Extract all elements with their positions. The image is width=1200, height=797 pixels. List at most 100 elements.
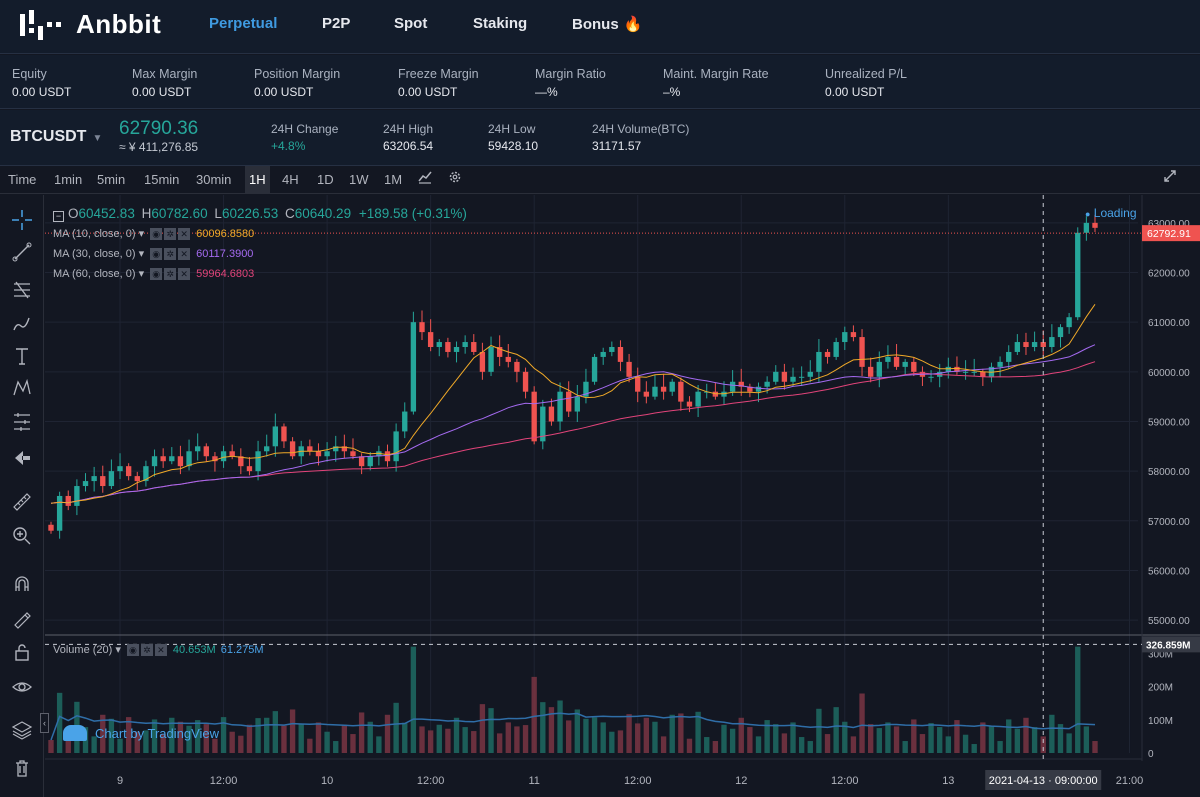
legend-high: 60782.60 <box>151 206 208 221</box>
timeframe-5min[interactable]: 5min <box>97 172 126 187</box>
last-price-tag <box>1142 225 1200 242</box>
settings-gear-icon[interactable] <box>444 166 466 194</box>
time-tick-label: 10 <box>321 775 333 787</box>
ma60-legend[interactable]: MA (60, close, 0) ▾ ◉ ✲ ✕ 59964.6803 <box>53 267 254 281</box>
ma60-actions[interactable]: ◉ ✲ ✕ <box>150 268 192 281</box>
trend-line-icon[interactable] <box>10 241 34 265</box>
candle-body <box>540 406 546 442</box>
symbol-selector[interactable]: BTCUSDT ▼ <box>10 128 102 146</box>
close-icon[interactable]: ✕ <box>178 248 191 261</box>
magnet-icon[interactable] <box>10 573 34 597</box>
candle-body <box>350 451 356 457</box>
chart-style-icon[interactable] <box>414 166 436 194</box>
tradingview-cloud-icon <box>63 725 87 741</box>
volume-bar <box>574 709 580 753</box>
timeframe-time[interactable]: Time <box>8 172 37 187</box>
candle-body <box>419 322 425 333</box>
volume-bar <box>591 717 598 753</box>
text-tool-icon[interactable] <box>10 345 34 369</box>
legend-toggle-icon[interactable]: − <box>53 211 64 222</box>
brand-logo[interactable]: Anbbit <box>18 8 161 40</box>
ruler-icon[interactable] <box>10 491 34 515</box>
nav-p2p[interactable]: P2P <box>322 15 351 32</box>
layers-icon[interactable] <box>10 719 34 743</box>
eye-icon[interactable] <box>10 676 34 700</box>
eye-icon[interactable]: ◉ <box>150 228 163 241</box>
gear-icon[interactable]: ✲ <box>164 228 177 241</box>
timeframe-15min[interactable]: 15min <box>144 172 180 187</box>
candle-body <box>462 342 468 347</box>
volume-bar <box>195 720 201 753</box>
nav-spot[interactable]: Spot <box>394 15 428 32</box>
chart-area[interactable]: 63000.00 62000.00 61000.00 60000.00 59000.00… <box>40 195 1200 797</box>
lock-icon[interactable] <box>10 641 34 665</box>
caret-down-icon[interactable]: ▾ <box>135 248 145 260</box>
caret-down-icon[interactable]: ▾ <box>112 644 121 656</box>
volume-bar <box>341 724 348 753</box>
timeframe-1h[interactable]: 1H <box>245 166 270 194</box>
close-icon[interactable]: ✕ <box>154 644 167 657</box>
price-chart-canvas[interactable]: 63000.00 62000.00 61000.00 60000.00 59000.00… <box>45 195 1200 797</box>
volume-bar <box>358 712 365 753</box>
fullscreen-icon[interactable] <box>1158 166 1182 194</box>
timeframe-1m[interactable]: 1M <box>384 172 403 187</box>
volume-bar <box>798 737 805 753</box>
close-icon[interactable]: ✕ <box>178 268 191 281</box>
volume-actions[interactable]: ◉ ✲ ✕ <box>126 644 169 657</box>
volume-bar <box>790 722 796 753</box>
candle-body <box>281 426 287 442</box>
price-tick-label: 55000.00 <box>1148 616 1190 627</box>
gear-icon[interactable]: ✲ <box>164 268 177 281</box>
timeframe-1d[interactable]: 1D <box>317 172 334 187</box>
eye-icon[interactable]: ◉ <box>150 268 163 281</box>
volume-bar <box>566 720 572 753</box>
timeframe-4h[interactable]: 4H <box>282 172 299 187</box>
stat-24h-volume-label: 24H Volume(BTC) <box>592 122 690 136</box>
volume-bar <box>384 714 391 753</box>
stat-24h-change-label: 24H Change <box>271 122 339 136</box>
account-equity-label: Equity <box>12 67 47 81</box>
ma30-actions[interactable]: ◉ ✲ ✕ <box>150 248 192 261</box>
tradingview-badge[interactable]: Chart by TradingView <box>63 725 219 741</box>
nav-bonus[interactable]: Bonus 🔥 <box>572 15 642 33</box>
volume-legend[interactable]: Volume (20) ▾ ◉ ✲ ✕ 40.653M 61.275M <box>53 643 264 657</box>
crosshair-time-tag-label: 2021-04-13 · 09:00:00 <box>989 775 1098 787</box>
volume-bar <box>1023 717 1029 753</box>
crosshair-icon[interactable] <box>10 209 34 233</box>
zoom-in-icon[interactable] <box>10 525 34 549</box>
candle-body <box>652 386 658 397</box>
brush-icon[interactable] <box>10 312 34 336</box>
timeframe-30min[interactable]: 30min <box>196 172 232 187</box>
candle-body <box>134 476 140 482</box>
ma10-legend[interactable]: MA (10, close, 0) ▾ ◉ ✲ ✕ 60096.8580 <box>53 227 254 241</box>
volume-bar <box>350 734 356 753</box>
eye-icon[interactable]: ◉ <box>150 248 163 261</box>
candle-body <box>324 451 330 457</box>
candle-body <box>531 391 537 442</box>
timeframe-1w[interactable]: 1W <box>349 172 369 187</box>
close-icon[interactable]: ✕ <box>178 228 191 241</box>
pattern-icon[interactable] <box>10 377 34 401</box>
gear-icon[interactable]: ✲ <box>140 644 153 657</box>
caret-down-icon[interactable]: ▾ <box>135 268 145 280</box>
eye-icon[interactable]: ◉ <box>126 644 139 657</box>
candle-body <box>876 361 882 377</box>
last-price-cny: ≈ ¥ 411,276.85 <box>119 140 199 154</box>
caret-down-icon[interactable]: ▾ <box>135 228 145 240</box>
stay-in-drawing-mode-icon[interactable] <box>10 607 34 631</box>
candle-body <box>773 371 779 382</box>
ma10-actions[interactable]: ◉ ✲ ✕ <box>150 228 192 241</box>
volume-bar <box>1066 733 1072 753</box>
fib-retracement-icon[interactable] <box>10 279 34 303</box>
arrow-left-icon[interactable] <box>10 447 34 471</box>
collapse-toolbar-button[interactable]: ‹ <box>40 713 49 733</box>
timeframe-1min[interactable]: 1min <box>54 172 83 187</box>
gear-icon[interactable]: ✲ <box>164 248 177 261</box>
trash-icon[interactable] <box>10 757 34 781</box>
ma30-legend[interactable]: MA (30, close, 0) ▾ ◉ ✲ ✕ 60117.3900 <box>53 247 253 261</box>
nav-staking[interactable]: Staking <box>473 15 528 32</box>
nav-perpetual[interactable]: Perpetual <box>209 15 278 32</box>
volume-bar <box>367 721 373 753</box>
prediction-icon[interactable] <box>10 411 34 435</box>
volume-bar <box>1040 736 1046 753</box>
